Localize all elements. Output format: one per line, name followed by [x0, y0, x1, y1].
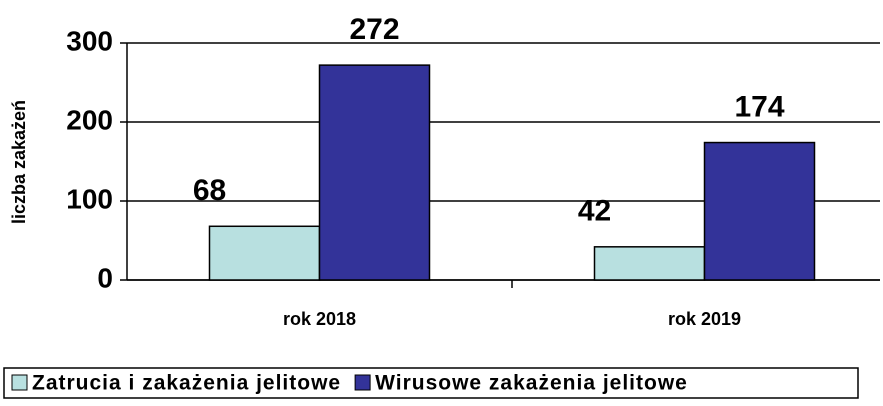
bar — [703, 141, 816, 281]
x-tick-label: rok 2018 — [283, 309, 356, 329]
legend-label: Wirusowe zakażenia jelitowe — [375, 372, 688, 395]
y-tick-label: 200 — [66, 104, 113, 135]
legend-box — [3, 367, 859, 399]
data-label: 68 — [193, 174, 226, 207]
legend-swatch — [354, 374, 371, 391]
y-tick-label: 100 — [66, 183, 113, 214]
data-label: 272 — [349, 13, 399, 46]
bar — [318, 64, 431, 281]
data-label: 174 — [734, 90, 784, 123]
legend-label: Zatrucia i zakażenia jelitowe — [32, 372, 341, 395]
data-label: 42 — [578, 195, 611, 228]
bar — [593, 246, 706, 281]
y-axis-label: liczba zakażeń — [9, 100, 29, 224]
legend-swatch — [11, 374, 28, 391]
bar — [208, 225, 321, 281]
y-tick-label: 300 — [66, 25, 113, 56]
x-tick-label: rok 2019 — [668, 309, 741, 329]
y-tick-label: 0 — [97, 262, 113, 293]
